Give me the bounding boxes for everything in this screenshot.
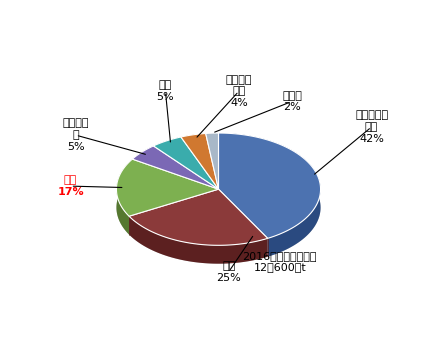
Polygon shape — [132, 146, 153, 178]
Text: 業務その
他
5%: 業務その 他 5% — [62, 118, 89, 152]
Polygon shape — [129, 189, 268, 245]
Polygon shape — [206, 133, 218, 189]
Text: 運輸
17%: 運輸 17% — [57, 175, 84, 197]
Text: 産業
25%: 産業 25% — [216, 261, 241, 283]
Text: 2016年度　総排出量
12億600万t: 2016年度 総排出量 12億600万t — [243, 251, 317, 273]
Text: 工業プロ
セス
4%: 工業プロ セス 4% — [225, 75, 252, 108]
Text: 廃棄物
2%: 廃棄物 2% — [282, 91, 302, 112]
Polygon shape — [181, 134, 218, 189]
Polygon shape — [206, 133, 218, 152]
Polygon shape — [218, 133, 321, 257]
Polygon shape — [116, 159, 218, 216]
Polygon shape — [116, 151, 321, 264]
Polygon shape — [153, 137, 181, 164]
Text: 家庭
5%: 家庭 5% — [156, 81, 174, 102]
Polygon shape — [153, 137, 218, 189]
Polygon shape — [116, 159, 132, 235]
Polygon shape — [129, 216, 268, 264]
Polygon shape — [132, 146, 218, 189]
Text: エネルギー
変換
42%: エネルギー 変換 42% — [355, 110, 388, 144]
Polygon shape — [181, 134, 206, 155]
Polygon shape — [218, 133, 321, 238]
